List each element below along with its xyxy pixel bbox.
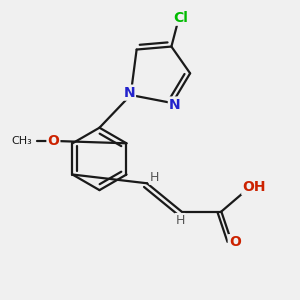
Text: CH₃: CH₃ (12, 136, 33, 146)
Text: H: H (150, 171, 159, 184)
Text: N: N (169, 98, 181, 112)
Text: O: O (47, 134, 59, 148)
Text: Cl: Cl (173, 11, 188, 25)
Text: O: O (229, 235, 241, 249)
Text: OH: OH (242, 180, 266, 194)
Text: N: N (123, 85, 135, 100)
Text: H: H (175, 214, 185, 227)
